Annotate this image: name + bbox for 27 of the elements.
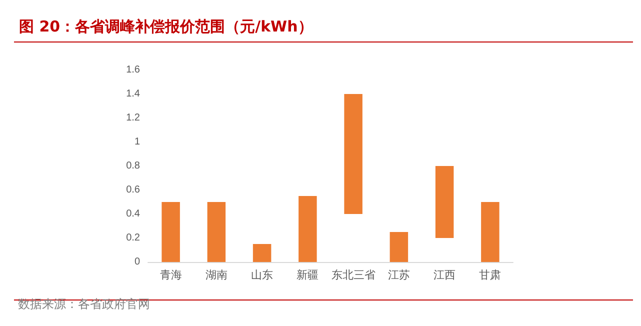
- chart-title: 图 20：各省调峰补偿报价范围（元/kWh）: [19, 18, 313, 36]
- bar: [298, 196, 317, 262]
- y-tick-label: 1: [134, 136, 140, 148]
- bar: [162, 202, 180, 262]
- x-tick-label: 山东: [251, 268, 274, 282]
- x-tick-label: 青海: [160, 268, 182, 282]
- source-note: 数据来源：各省政府官网: [18, 297, 150, 311]
- y-tick-label: 1.2: [126, 112, 140, 124]
- y-tick-label: 0.8: [126, 160, 140, 172]
- y-tick-label: 1.6: [126, 64, 140, 76]
- y-tick-label: 0.6: [126, 184, 140, 196]
- x-tick-label: 东北三省: [331, 268, 376, 282]
- y-tick-label: 0.4: [126, 208, 140, 220]
- x-tick-label: 江苏: [388, 268, 410, 282]
- x-tick-label: 新疆: [296, 268, 319, 282]
- x-tick-label: 甘肃: [479, 268, 502, 282]
- bar: [344, 94, 362, 214]
- y-tick-label: 0.2: [126, 232, 140, 244]
- y-tick-label: 0: [134, 256, 140, 268]
- bar: [252, 244, 272, 262]
- bar: [481, 202, 500, 262]
- y-tick-label: 1.4: [126, 88, 140, 100]
- bar: [390, 232, 408, 262]
- x-tick-label: 湖南: [205, 268, 228, 282]
- bar: [435, 166, 454, 238]
- bar: [207, 202, 226, 262]
- x-tick-label: 江西: [434, 270, 456, 282]
